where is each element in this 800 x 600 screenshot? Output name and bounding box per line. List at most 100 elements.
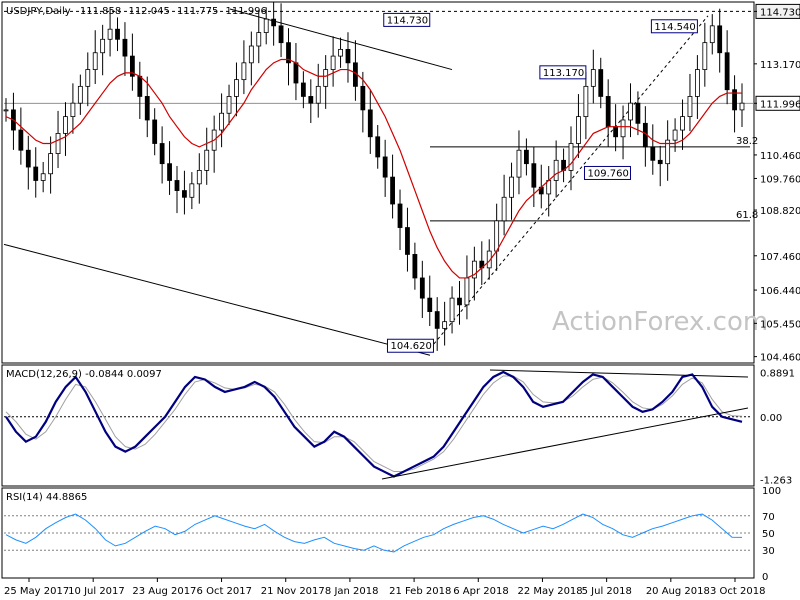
candle-body: [397, 203, 403, 228]
date-tick-label: 21 Nov 2017: [261, 586, 325, 597]
candle-body: [308, 96, 314, 104]
candle-body: [694, 69, 700, 97]
candle-body: [509, 176, 514, 198]
symbol-label: USDJPY,Daily: [6, 6, 71, 17]
candle-body: [77, 85, 83, 104]
channel-lower-line: [3, 243, 431, 356]
candle-body: [174, 180, 180, 191]
candle-body: [620, 119, 626, 138]
date-tick-label: 22 May 2018: [517, 586, 582, 597]
price-annotation-label: 114.540: [654, 22, 695, 33]
candle-body: [390, 176, 395, 205]
macd-tick-label: 0.00: [760, 413, 782, 424]
candle-body: [129, 55, 135, 77]
candle-body: [382, 156, 388, 178]
rsi-tick-label: 70: [762, 512, 775, 523]
macd-tick-label: 0.8891: [760, 369, 795, 380]
price-annotation-box: [539, 65, 587, 80]
date-tick-label: 3 Oct 2018: [710, 586, 765, 597]
candle-body: [457, 297, 462, 306]
moving-average-line: [5, 58, 742, 279]
candle-body: [196, 169, 202, 185]
rsi-tick-label: 0: [762, 572, 768, 583]
date-tick-label: 21 Feb 2018: [389, 586, 451, 597]
macd-trend-lower: [381, 407, 749, 480]
price-annotation-label: 113.170: [543, 68, 584, 79]
candle-body: [553, 159, 559, 181]
candle-body: [412, 254, 418, 279]
candle-body: [471, 260, 477, 279]
date-tick-label: 10 Jul 2017: [68, 586, 125, 597]
candle-body: [486, 250, 492, 269]
fib-level-label: 38.2: [736, 136, 758, 147]
date-tick-label: 23 Aug 2017: [132, 586, 196, 597]
candle-body: [434, 311, 440, 329]
candle-body: [33, 166, 39, 181]
date-tick-label: 5 Jul 2018: [582, 586, 632, 597]
candle-body: [442, 321, 448, 329]
rsi-tick-label: 30: [762, 546, 775, 557]
macd-axis: 0.8891 0.00 -1.263: [760, 369, 795, 487]
rsi-tick-label: 100: [762, 486, 781, 497]
candle-body: [464, 277, 470, 306]
candle-body: [739, 102, 745, 111]
candle-body: [226, 96, 232, 114]
candle-body: [494, 220, 500, 252]
date-tick-label: 8 Jan 2018: [325, 586, 379, 597]
macd-line: [5, 370, 743, 478]
macd-title: MACD(12,26,9) -0.0844 0.0097: [6, 369, 162, 380]
candle-body: [367, 109, 373, 138]
price-tick-label: 106.440: [760, 286, 800, 297]
candle-body: [219, 112, 224, 131]
candle-body: [360, 85, 366, 111]
candle-body: [449, 297, 455, 323]
candle-body: [576, 116, 581, 144]
close-value: 111.996: [226, 6, 267, 17]
rising-trendline: [429, 15, 709, 349]
price-tick-label: 109.760: [760, 174, 800, 185]
candle-body: [241, 62, 247, 81]
candle-body: [300, 82, 306, 97]
price-annotation-box: [386, 338, 434, 353]
high-value: 112.045: [128, 6, 169, 17]
rsi-axis: 100 70 50 30 0: [762, 486, 781, 583]
candle-body: [330, 55, 336, 70]
price-annotation-label: 109.760: [587, 168, 628, 179]
chart-header: USDJPY,Daily 111.858 112.045 111.775 111…: [6, 6, 267, 17]
price-annotation-label: 114.730: [387, 15, 428, 26]
main-panel: ActionForex.com 38.2 61.8 114.730 104.620 1…: [1, 1, 768, 364]
candle-body: [680, 116, 685, 131]
candle-body: [278, 25, 284, 44]
rsi-title: RSI(14) 44.8865: [6, 492, 87, 503]
candle-body: [85, 69, 91, 87]
candle-body: [568, 143, 574, 171]
price-annotation-box: [583, 165, 631, 180]
candle-body: [345, 48, 351, 64]
candle-body: [613, 126, 619, 138]
macd-tick-label: -1.263: [760, 476, 792, 487]
candle-body: [732, 89, 737, 111]
candle-body: [687, 96, 693, 118]
candle-body: [531, 163, 537, 188]
price-tick-label: 110.460: [760, 151, 800, 162]
candle-body: [107, 28, 113, 40]
candle-body: [702, 42, 708, 70]
candle-body: [315, 85, 321, 104]
candle-body: [583, 85, 589, 118]
candle-body: [63, 116, 68, 134]
candle-body: [516, 149, 522, 178]
candle-body: [137, 75, 143, 97]
candle-body: [159, 143, 165, 165]
candle-body: [590, 69, 596, 87]
candle-body: [3, 109, 9, 112]
candle-body: [501, 196, 507, 222]
rsi-line: [5, 513, 743, 553]
date-tick-label: 20 Aug 2018: [646, 586, 710, 597]
candle-body: [25, 149, 31, 168]
candle-body: [657, 159, 663, 165]
price-tick-label: 111.996: [760, 99, 800, 110]
candle-body: [338, 48, 343, 57]
candle-body: [650, 146, 656, 161]
candle-body: [427, 297, 433, 312]
candle-body: [18, 129, 24, 151]
